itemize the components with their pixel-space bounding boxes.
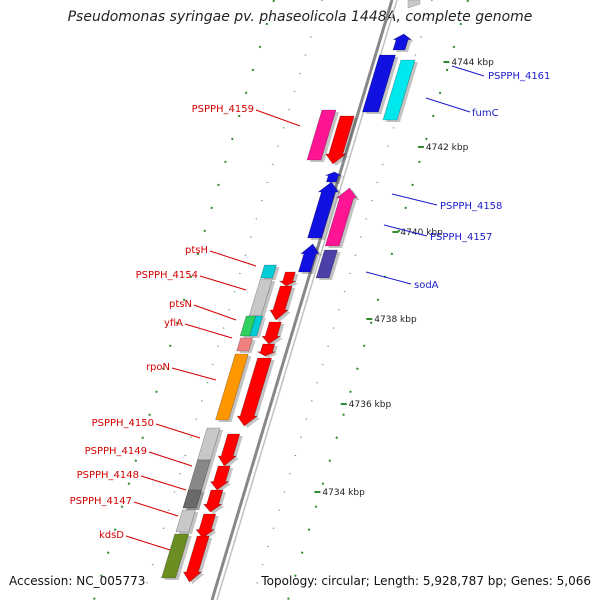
topology-text: Topology: circular; Length: 5,928,787 bp…: [261, 574, 591, 588]
label-pspph_4157: PSPPH_4157: [430, 232, 492, 243]
outer-track-right: [287, 0, 469, 600]
gene-pspph-4161: [361, 54, 396, 113]
backbone-line: [210, 0, 394, 600]
gene-red-3: [261, 321, 282, 345]
kbp-tick-label-2: 4738 kbp: [374, 315, 417, 325]
kbp-tick-label-3: 4740 kbp: [400, 228, 443, 238]
gene-rpon: [215, 353, 249, 421]
label-pspph_4148: PSPPH_4148: [77, 470, 139, 481]
gene-red-7: [209, 465, 231, 491]
gene-red-9: [195, 513, 217, 539]
gene-red-6: [217, 433, 241, 467]
leader-ptsn: [193, 304, 237, 321]
gene-blue-small: [297, 243, 320, 273]
label-kdsd: kdsD: [99, 530, 124, 541]
label-pspph_4149: PSPPH_4149: [85, 446, 147, 457]
gene-pspph-4147: [175, 509, 196, 533]
genome-title: Pseudomonas syringae pv. phaseolicola 14…: [67, 9, 533, 25]
gene-red-4: [257, 343, 276, 357]
gene-ptsn-cyan: [249, 315, 264, 337]
kbp-tick-label-0: 4734 kbp: [322, 488, 365, 498]
leader-kdsd: [125, 535, 171, 551]
leader-fumc: [425, 97, 471, 113]
leader-pspph_4148: [140, 475, 187, 491]
label-soda: sodA: [414, 280, 439, 291]
gene-yfia: [236, 337, 254, 352]
leader-pspph_4147: [133, 501, 179, 517]
gene-red-top: [325, 115, 355, 165]
gene-ptsh: [260, 264, 277, 279]
label-pspph_4161: PSPPH_4161: [488, 71, 550, 82]
gene-pspph-4161-small: [392, 33, 413, 51]
gene-red-2: [269, 285, 293, 321]
leader-pspph_4157: [383, 224, 428, 237]
leader-ptsh: [209, 250, 257, 267]
kbp-tick-label-1: 4736 kbp: [349, 400, 392, 410]
label-ptsh: ptsH: [185, 245, 208, 256]
label-ptsn: ptsN: [169, 299, 192, 310]
gene-soda: [315, 249, 338, 279]
leader-pspph_4150: [155, 423, 201, 439]
leader-yfia: [184, 323, 233, 339]
label-rpon: rpoN: [146, 362, 170, 373]
gene-red-10: [182, 535, 210, 583]
label-pspph_4150: PSPPH_4150: [92, 418, 154, 429]
gene-pspph-4148: [182, 489, 202, 509]
label-fumc: fumC: [472, 108, 499, 119]
gene-kdsd: [161, 533, 190, 579]
label-pspph_4159: PSPPH_4159: [192, 104, 254, 115]
gene-pspph-4157: [307, 181, 339, 239]
label-pspph_4158: PSPPH_4158: [440, 201, 502, 212]
leader-pspph_4154: [199, 275, 247, 291]
label-pspph_4154: PSPPH_4154: [136, 270, 198, 281]
leader-pspph_4159: [255, 109, 301, 127]
gene-pspph-4158: [324, 187, 358, 247]
leader-pspph_4158: [391, 193, 438, 206]
kbp-tick-label-4: 4742 kbp: [426, 143, 469, 153]
leader-soda: [365, 271, 412, 285]
gene-red-small-1: [278, 271, 296, 287]
offscreen-gene-fragment: [407, 0, 421, 9]
leader-pspph_4149: [148, 451, 193, 467]
gene-pspph-4159: [306, 109, 337, 161]
accession-text: Accession: NC_005773: [9, 574, 146, 588]
label-yfia: yfiA: [164, 318, 183, 329]
label-pspph_4147: PSPPH_4147: [70, 496, 132, 507]
gene-red-5: [236, 357, 273, 427]
gene-red-8: [203, 489, 224, 513]
outer-track-left: [93, 0, 275, 600]
gene-fumc: [382, 59, 416, 121]
kbp-tick-label-5: 4744 kbp: [451, 58, 494, 68]
leader-pspph_4161: [451, 65, 485, 77]
leader-rpon: [171, 367, 217, 381]
